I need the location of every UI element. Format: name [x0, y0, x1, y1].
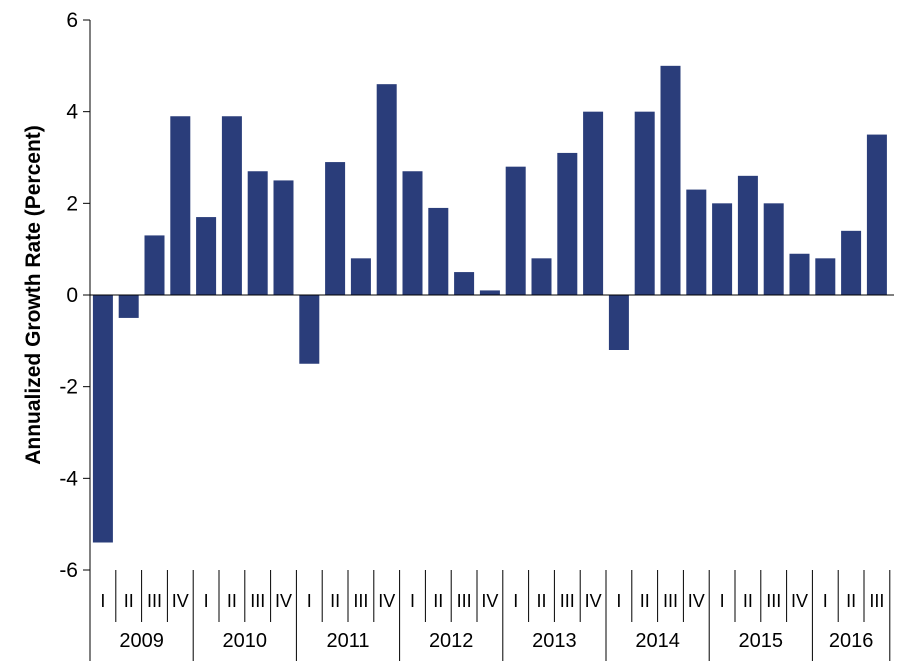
bar — [789, 253, 810, 295]
quarter-label: IV — [378, 591, 395, 611]
quarter-label: II — [124, 591, 134, 611]
bar — [144, 235, 165, 295]
quarter-label: II — [330, 591, 340, 611]
quarter-label: I — [823, 591, 828, 611]
y-tick-label: 0 — [66, 284, 78, 307]
quarter-label: IV — [688, 591, 705, 611]
bar — [557, 152, 578, 295]
quarter-label: III — [250, 591, 265, 611]
quarter-label: II — [227, 591, 237, 611]
quarter-label: III — [663, 591, 678, 611]
y-tick-label: 4 — [66, 101, 78, 124]
quarter-label: IV — [791, 591, 808, 611]
year-label: 2010 — [223, 630, 268, 652]
bar — [402, 171, 423, 295]
bar — [273, 180, 294, 295]
bar — [634, 111, 655, 295]
quarter-label: III — [147, 591, 162, 611]
quarter-label: III — [353, 591, 368, 611]
bar — [92, 295, 113, 543]
quarter-label: II — [846, 591, 856, 611]
bar — [608, 295, 629, 350]
axes — [89, 20, 894, 570]
bar — [505, 166, 526, 295]
y-axis-title: Annualized Growth Rate (Percent) — [22, 125, 45, 465]
bar — [479, 290, 500, 295]
quarter-label: IV — [172, 591, 189, 611]
bar — [376, 84, 397, 295]
bar — [247, 171, 268, 295]
quarter-label: IV — [481, 591, 498, 611]
bar — [815, 258, 836, 295]
bar — [712, 203, 733, 295]
quarter-label: II — [433, 591, 443, 611]
year-label: 2013 — [532, 630, 577, 652]
quarter-label: III — [560, 591, 575, 611]
bar — [866, 134, 887, 295]
bar — [299, 295, 320, 364]
quarter-label: II — [536, 591, 546, 611]
bar-series — [92, 65, 887, 543]
quarter-label: II — [640, 591, 650, 611]
y-tick-label: -6 — [59, 559, 78, 582]
y-tick-label: 6 — [66, 9, 78, 32]
bar — [221, 116, 242, 295]
year-label: 2015 — [739, 630, 784, 652]
bar — [660, 65, 681, 295]
quarter-label: I — [204, 591, 209, 611]
bar — [350, 258, 371, 295]
bar — [583, 111, 604, 295]
bar — [170, 116, 191, 295]
quarter-label: III — [766, 591, 781, 611]
bar — [763, 203, 784, 295]
year-label: 2014 — [635, 630, 680, 652]
quarter-label: I — [616, 591, 621, 611]
y-tick-label: -4 — [59, 467, 78, 490]
y-tick-label: -2 — [59, 376, 78, 399]
bar — [118, 295, 139, 318]
bar — [841, 230, 862, 295]
quarter-label: I — [410, 591, 415, 611]
year-label: 2011 — [326, 630, 369, 652]
y-axis-ticks: -6 -4 -2 0 2 4 6 — [59, 9, 90, 582]
bar — [737, 175, 758, 295]
quarter-label: II — [743, 591, 753, 611]
bar — [325, 162, 346, 295]
year-label: 2012 — [429, 630, 474, 652]
quarter-label: III — [457, 591, 472, 611]
quarter-label: IV — [275, 591, 292, 611]
quarter-label: IV — [585, 591, 602, 611]
quarter-label: I — [307, 591, 312, 611]
year-label: 2016 — [829, 630, 874, 652]
bar — [454, 272, 475, 295]
bar — [531, 258, 552, 295]
quarter-label: I — [513, 591, 518, 611]
bar — [686, 189, 707, 295]
quarter-label: I — [720, 591, 725, 611]
bar — [428, 207, 449, 295]
year-label: 2009 — [119, 630, 164, 652]
y-tick-label: 2 — [66, 192, 78, 215]
quarter-label: III — [869, 591, 884, 611]
bar — [196, 217, 217, 295]
quarter-label: I — [100, 591, 105, 611]
